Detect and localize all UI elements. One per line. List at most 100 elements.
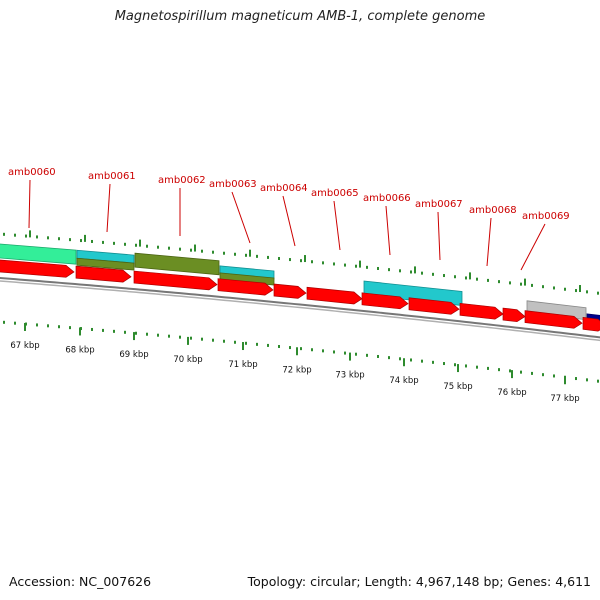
gene-label-amb0060: amb0060 [8, 167, 56, 178]
upper-tick [432, 272, 434, 276]
upper-tick [157, 245, 159, 249]
lower-tick [267, 343, 269, 347]
leader-line-amb0060 [28, 179, 31, 229]
lower-tick [366, 353, 368, 357]
upper-tick-major [84, 234, 86, 242]
lower-tick [344, 351, 346, 355]
upper-tick [531, 283, 533, 287]
lower-tick [388, 356, 390, 360]
upper-tick-major [249, 249, 251, 257]
lower-tick [311, 348, 313, 352]
upper-tick-major [304, 255, 306, 263]
leader-line-amb0061 [106, 183, 111, 233]
upper-tick [355, 264, 357, 268]
lower-tick [69, 326, 71, 330]
upper-tick-track [3, 230, 599, 295]
cds-arrow [361, 292, 409, 310]
upper-tick [256, 254, 258, 258]
lower-tick [553, 374, 555, 378]
upper-tick-major [359, 260, 361, 268]
upper-tick [223, 251, 225, 255]
upper-tick [421, 271, 423, 275]
topology-text: Topology: circular; Length: 4,967,148 bp… [247, 574, 591, 589]
leader-line-amb0068 [486, 217, 492, 267]
gene-label-amb0065: amb0065 [311, 188, 359, 199]
lower-tick [432, 360, 434, 364]
upper-tick [190, 248, 192, 252]
map-title: Magnetospirillum magneticum AMB-1, compl… [114, 9, 486, 24]
feature-amb0060 [0, 243, 77, 265]
upper-tick [201, 249, 203, 253]
lower-tick [234, 340, 236, 344]
upper-tick [3, 232, 5, 236]
lower-tick [168, 334, 170, 338]
feature-track [0, 243, 600, 324]
kbp-label: 74 kbp [389, 376, 418, 386]
upper-tick [465, 276, 467, 280]
cds-arrow [133, 270, 218, 291]
upper-tick [234, 252, 236, 256]
upper-tick-major [524, 278, 526, 286]
upper-tick [333, 262, 335, 266]
leader-line-amb0064 [282, 195, 296, 247]
lower-tick [201, 337, 203, 341]
lower-tick-major [242, 342, 244, 351]
lower-tick-major [296, 347, 298, 356]
upper-tick [289, 258, 291, 262]
lower-tick [223, 339, 225, 343]
upper-tick [14, 233, 16, 237]
upper-tick [69, 238, 71, 242]
lower-tick [146, 332, 148, 336]
lower-tick [454, 363, 456, 367]
upper-tick [575, 289, 577, 293]
kbp-label: 75 kbp [443, 382, 472, 392]
cds-arrow [459, 302, 504, 320]
upper-tick [586, 290, 588, 294]
lower-tick-major [564, 376, 566, 385]
kbp-label: 68 kbp [65, 345, 94, 355]
upper-tick [498, 280, 500, 284]
upper-tick-major [414, 266, 416, 274]
cds-track [0, 259, 600, 332]
upper-tick-major [194, 244, 196, 252]
upper-tick [135, 243, 137, 247]
lower-tick-major [457, 364, 459, 373]
lower-tick [498, 368, 500, 372]
upper-tick [113, 241, 115, 245]
lower-tick [520, 370, 522, 374]
upper-tick [168, 246, 170, 250]
upper-tick [124, 242, 126, 246]
upper-tick [322, 261, 324, 265]
upper-tick [36, 235, 38, 239]
lower-tick [14, 321, 16, 325]
lower-tick [135, 331, 137, 335]
cds-arrow [582, 316, 600, 332]
accession-text: Accession: NC_007626 [9, 574, 152, 589]
leader-line-amb0067 [437, 211, 441, 261]
upper-tick [102, 240, 104, 244]
gene-label-amb0062: amb0062 [158, 175, 206, 186]
cds-arrow [217, 278, 274, 296]
lower-tick [487, 366, 489, 370]
lower-tick-track [3, 320, 599, 385]
upper-tick [476, 277, 478, 281]
lower-tick [421, 359, 423, 363]
upper-tick [311, 260, 313, 264]
lower-tick [597, 379, 599, 383]
upper-tick [47, 236, 49, 240]
upper-tick [377, 266, 379, 270]
gene-label-amb0067: amb0067 [415, 199, 463, 210]
gene-label-amb0061: amb0061 [88, 171, 136, 182]
gene-label-amb0064: amb0064 [260, 183, 308, 194]
lower-tick-major [24, 322, 26, 331]
gene-label-amb0066: amb0066 [363, 193, 411, 204]
upper-tick [80, 239, 82, 243]
lower-tick [531, 371, 533, 375]
kbp-label: 73 kbp [335, 371, 364, 381]
leader-line-amb0063 [231, 191, 251, 244]
lower-tick [399, 357, 401, 361]
upper-tick [267, 255, 269, 259]
leader-line-amb0065 [333, 200, 341, 251]
